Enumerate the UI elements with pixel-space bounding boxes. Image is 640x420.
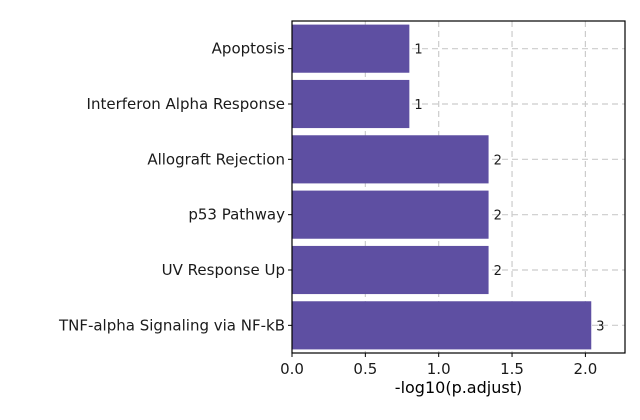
- category-label: p53 Pathway: [188, 206, 285, 224]
- x-tick-label: 0.5: [353, 360, 377, 378]
- x-tick-label: 1.5: [500, 360, 524, 378]
- x-axis-title: -log10(p.adjust): [395, 378, 522, 397]
- bar-value-label: 2: [494, 264, 502, 279]
- category-label: Apoptosis: [212, 40, 286, 58]
- category-label: TNF-alpha Signaling via NF-kB: [58, 316, 285, 334]
- bar-value-label: 3: [596, 319, 604, 334]
- plot-frame: [291, 20, 626, 354]
- category-label: Interferon Alpha Response: [87, 95, 285, 113]
- bar: [292, 245, 489, 295]
- bar: [292, 24, 410, 73]
- bar: [292, 79, 410, 129]
- bar: [292, 190, 489, 239]
- bar-value-label: 1: [414, 43, 422, 58]
- bar-value-label: 2: [494, 153, 502, 168]
- bar-value-label: 1: [414, 98, 422, 113]
- x-tick-label: 0.0: [280, 360, 304, 378]
- bar: [292, 301, 592, 350]
- x-tick-label: 2.0: [573, 360, 597, 378]
- category-label: UV Response Up: [162, 261, 285, 279]
- bar: [292, 135, 489, 184]
- axes: Apoptosis Interferon Alpha Response Allogr…: [58, 40, 597, 378]
- category-label: Allograft Rejection: [147, 150, 285, 168]
- bar-value-label: 2: [494, 209, 502, 224]
- bars: 1 1 2 2 2 3: [292, 24, 605, 350]
- x-tick-label: 1.0: [427, 360, 451, 378]
